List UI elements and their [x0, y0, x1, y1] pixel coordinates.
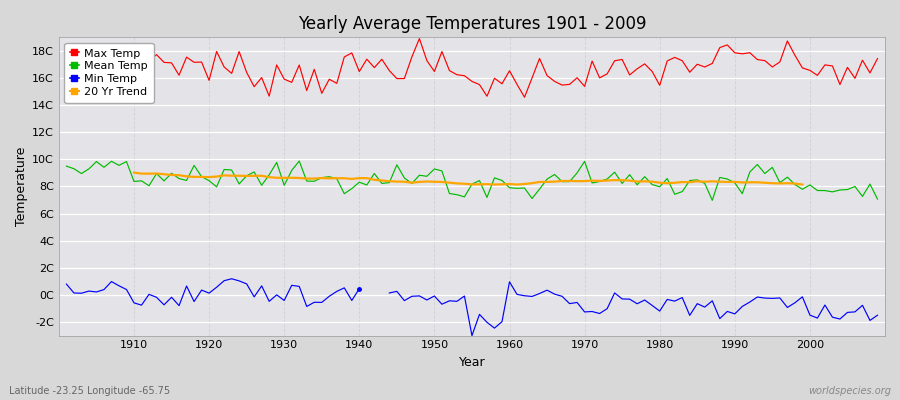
Text: worldspecies.org: worldspecies.org: [808, 386, 891, 396]
Text: Latitude -23.25 Longitude -65.75: Latitude -23.25 Longitude -65.75: [9, 386, 170, 396]
Title: Yearly Average Temperatures 1901 - 2009: Yearly Average Temperatures 1901 - 2009: [298, 15, 646, 33]
Legend: Max Temp, Mean Temp, Min Temp, 20 Yr Trend: Max Temp, Mean Temp, Min Temp, 20 Yr Tre…: [65, 43, 154, 103]
Y-axis label: Temperature: Temperature: [15, 147, 28, 226]
X-axis label: Year: Year: [459, 356, 485, 369]
